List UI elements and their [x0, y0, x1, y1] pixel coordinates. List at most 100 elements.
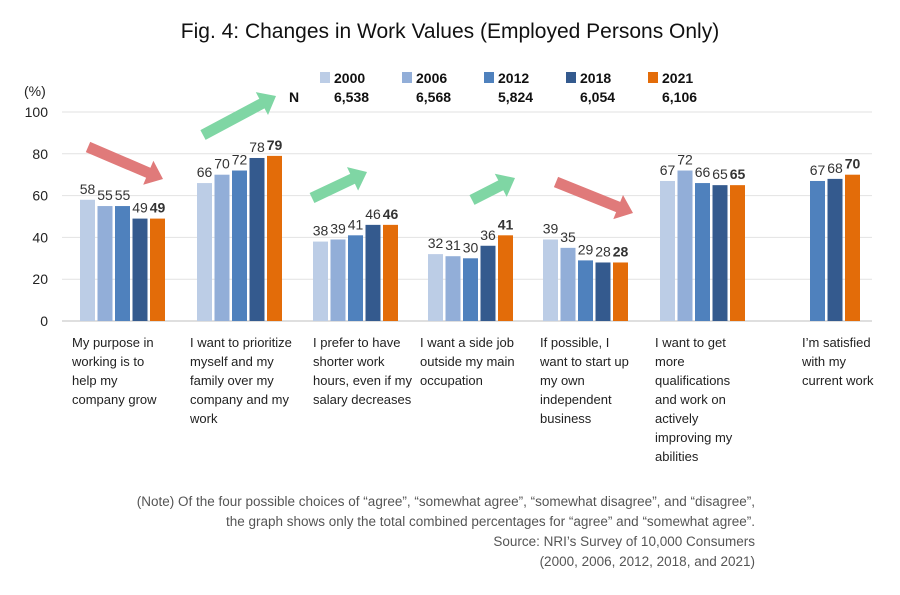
bar: [677, 170, 693, 321]
bar-value-label: 38: [313, 223, 329, 239]
bar-value-label: 67: [810, 162, 826, 178]
legend-year: 2006: [416, 70, 447, 86]
bar: [365, 224, 381, 321]
bar-value-label: 55: [97, 187, 113, 203]
bar: [115, 206, 130, 321]
legend-n-value: 6,568: [416, 89, 451, 105]
bar-value-label: 41: [348, 216, 364, 232]
bar: [810, 180, 825, 321]
footnote: (Note) Of the four possible choices of “…: [0, 492, 755, 572]
bar: [613, 262, 628, 321]
trend-up-arrow-icon: [200, 92, 276, 140]
legend-n-label: N: [289, 89, 299, 105]
trend-up-arrow-icon: [309, 167, 367, 203]
bar: [543, 239, 558, 321]
x-category-label: I prefer to have shorter work hours, eve…: [313, 335, 412, 407]
y-tick-label: 60: [32, 188, 48, 204]
bar: [313, 241, 328, 321]
bar: [730, 185, 745, 321]
bar: [660, 180, 675, 321]
bar: [428, 254, 443, 321]
legend-n-value: 5,824: [498, 89, 533, 105]
bar-value-label: 41: [498, 216, 514, 232]
bar: [97, 206, 113, 321]
bar: [445, 256, 461, 321]
bar-value-label: 79: [267, 137, 283, 153]
bar-value-label: 28: [613, 243, 629, 259]
legend-swatch: [648, 72, 658, 83]
chart-title: Fig. 4: Changes in Work Values (Employed…: [180, 20, 720, 43]
bar-value-label: 28: [595, 243, 611, 259]
x-category-label: I want a side job outside my main occupa…: [420, 335, 515, 388]
bar-value-label: 78: [249, 139, 265, 155]
bar-value-label: 55: [115, 187, 131, 203]
bar: [845, 174, 860, 321]
bar: [480, 245, 496, 321]
y-axis-label: (%): [24, 83, 46, 99]
legend-year: 2000: [334, 70, 365, 86]
y-tick-label: 20: [32, 271, 48, 287]
bar-value-label: 49: [150, 200, 166, 216]
bar: [132, 218, 148, 321]
source-years: (2000, 2006, 2012, 2018, and 2021): [539, 554, 755, 569]
bar-value-label: 35: [560, 229, 576, 245]
bar: [560, 247, 576, 321]
legend: N 2000 6,538 2006 6,568 2012 5,824 2018 6,054 202…: [289, 70, 697, 105]
bar: [249, 157, 265, 321]
bar-value-label: 31: [445, 237, 461, 253]
y-tick-label: 0: [40, 313, 48, 329]
bar: [348, 235, 363, 321]
bar: [214, 174, 230, 321]
y-tick-label: 100: [25, 104, 49, 120]
trend-down-arrow-icon: [553, 176, 633, 220]
bar-value-label: 66: [197, 164, 213, 180]
bar: [383, 224, 398, 321]
bar: [827, 178, 843, 321]
bar: [232, 170, 247, 321]
bar: [197, 183, 212, 321]
bar: [330, 239, 346, 321]
bar-value-label: 30: [463, 239, 479, 255]
note-line-1: (Note) Of the four possible choices of “…: [136, 494, 755, 509]
source-line: Source: NRI’s Survey of 10,000 Consumers: [493, 534, 755, 549]
bar: [498, 235, 513, 321]
bar-value-label: 72: [232, 152, 248, 168]
bar: [578, 260, 593, 321]
bar: [712, 185, 728, 321]
bar-value-label: 67: [660, 162, 676, 178]
x-category-label: I want to get more qualifications and wo…: [655, 335, 733, 464]
bar-value-label: 46: [365, 206, 381, 222]
bar: [267, 155, 282, 321]
legend-n-value: 6,054: [580, 89, 615, 105]
legend-year: 2018: [580, 70, 611, 86]
y-tick-label: 80: [32, 146, 48, 162]
bar-value-label: 39: [330, 220, 346, 236]
bar: [463, 258, 478, 321]
x-category-label: My purpose in working is to help my comp…: [72, 335, 157, 407]
bar-value-label: 70: [845, 156, 861, 172]
legend-year: 2012: [498, 70, 529, 86]
bar: [595, 262, 611, 321]
legend-swatch: [484, 72, 494, 83]
bar-value-label: 72: [677, 152, 693, 168]
bar-value-label: 32: [428, 235, 444, 251]
x-category-label: I want to prioritize myself and my famil…: [190, 335, 292, 426]
bar-value-label: 46: [383, 206, 399, 222]
bar-value-label: 70: [214, 156, 230, 172]
y-axis-ticks: 0 20 40 60 80 100: [25, 104, 49, 329]
legend-n-value: 6,106: [662, 89, 697, 105]
legend-swatch: [320, 72, 330, 83]
bar: [80, 199, 95, 321]
trend-up-arrow-icon: [469, 173, 515, 205]
legend-swatch: [566, 72, 576, 83]
legend-swatch: [402, 72, 412, 83]
bar-value-label: 36: [480, 227, 496, 243]
bar-value-label: 58: [80, 181, 96, 197]
bar-value-label: 49: [132, 200, 148, 216]
bar-value-label: 66: [695, 164, 711, 180]
bar: [150, 218, 165, 321]
legend-n-value: 6,538: [334, 89, 369, 105]
bar-value-label: 65: [730, 166, 746, 182]
